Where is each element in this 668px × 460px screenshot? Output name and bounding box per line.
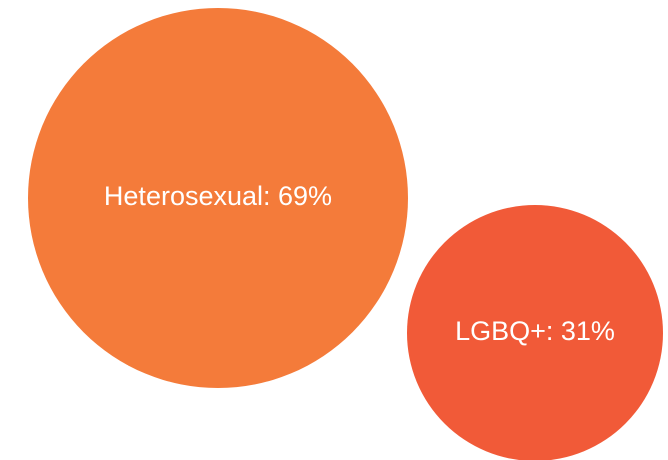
- bubble-circle-heterosexual: [28, 8, 408, 388]
- bubble-label-lgbq: LGBQ+: 31%: [455, 316, 615, 346]
- bubble-heterosexual: Heterosexual: 69%: [28, 8, 408, 388]
- bubble-lgbq: LGBQ+: 31%: [407, 205, 663, 460]
- bubble-circle-lgbq: [407, 205, 663, 460]
- bubble-layer: Heterosexual: 69% LGBQ+: 31%: [28, 8, 663, 460]
- bubble-label-heterosexual: Heterosexual: 69%: [104, 181, 332, 211]
